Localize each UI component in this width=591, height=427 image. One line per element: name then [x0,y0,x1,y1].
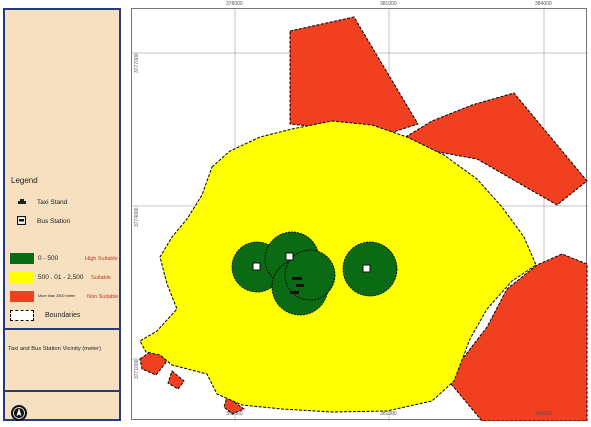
bus-station-icon [17,216,26,225]
x-tick-label: 384000 [535,411,552,417]
non-suitable-zone [139,16,588,421]
legend-item-bus: Bus Station [5,215,119,231]
y-tick-label: 3777000 [134,53,140,73]
class-range: More than 2500 meter [38,294,76,298]
y-tick-label: 3774000 [134,207,140,227]
swatch-boundaries [10,310,34,321]
vicinity-title: Taxi and Bus Station Vicinity (meter) [8,346,102,352]
swatch-non-suitable [10,291,34,302]
legend-divider [5,328,119,330]
taxi-stand-markers [290,277,304,294]
x-tick-label: 381000 [380,411,397,417]
x-tick-label: 378000 [226,411,243,417]
x-tick-label: 381000 [380,1,397,7]
bus-station-markers [252,252,371,273]
legend-class-high: 0 - 500 High Suitable [5,253,119,269]
legend-panel: Legend Taxi Stand Bus Station 0 - 500 Hi… [3,8,121,421]
legend-class-non-suitable: More than 2500 meter Non Suitable [5,291,119,307]
suitable-zone [139,120,537,413]
class-label: High Suitable [85,256,118,262]
class-label: Non Suitable [87,294,119,300]
x-tick-label: 384000 [535,1,552,7]
legend-class-suitable: 500 . 01 - 2,500 Suitable [5,272,119,288]
swatch-suitable [10,272,34,283]
north-arrow-icon [11,405,27,421]
map-canvas [132,9,588,421]
map-frame[interactable]: 378000 381000 384000 378000 381000 38400… [131,1,588,421]
class-range: 0 - 500 [38,255,59,262]
swatch-high [10,253,34,264]
class-label: Suitable [91,275,111,281]
taxi-stand-icon [18,199,26,204]
legend-divider [5,390,119,392]
legend-bus-label: Bus Station [37,218,71,225]
legend-taxi-label: Taxi Stand [37,199,68,206]
boundaries-label: Boundaries [45,312,81,319]
y-tick-label: 3771000 [134,359,140,379]
legend-boundaries: Boundaries [5,310,119,326]
legend-item-taxi: Taxi Stand [5,196,119,212]
legend-title: Legend [11,176,38,185]
x-tick-label: 378000 [226,1,243,7]
class-range: 500 . 01 - 2,500 [38,274,84,281]
